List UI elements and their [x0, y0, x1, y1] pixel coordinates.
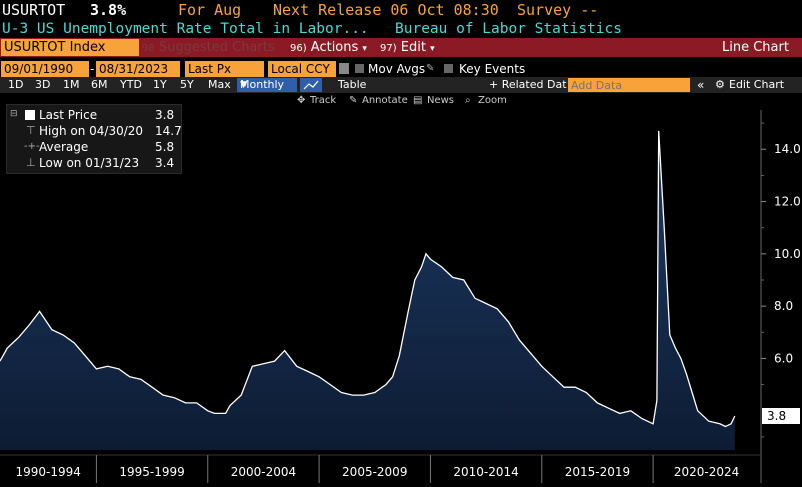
table-button[interactable]: Table	[338, 78, 367, 91]
x-tick-label: 2000-2004	[231, 465, 296, 479]
high-label: High on 04/30/20	[39, 124, 144, 138]
y-tick-label: 10.0	[774, 247, 801, 261]
average-value: 5.8	[155, 140, 175, 154]
chart-area[interactable]: 6.0 8.0 10.0 12.0 14.0 3.8 1990-1994 1995-1999 2…	[0, 110, 802, 483]
annotate-icon[interactable]: ✎	[349, 95, 358, 106]
x-tick-label: 2020-2024	[674, 465, 739, 479]
frequency-dropdown[interactable]: Monthly ▼	[237, 78, 297, 92]
x-tick-label: 2005-2009	[342, 465, 407, 479]
key-events-checkbox[interactable]	[444, 64, 453, 73]
zoom-button[interactable]: Zoom	[478, 95, 507, 106]
range-ytd[interactable]: YTD	[120, 78, 142, 91]
date-separator: -	[90, 62, 95, 76]
y-tick-label: 8.0	[774, 299, 793, 313]
pencil-icon[interactable]: ✎	[426, 63, 435, 74]
average-marker-icon: -+-	[24, 141, 40, 152]
currency-field[interactable]: Local CCY	[268, 61, 336, 77]
related-data-button[interactable]: + Related Dat	[489, 78, 567, 91]
range-max[interactable]: Max	[208, 78, 231, 91]
release-period: For Aug	[178, 1, 242, 19]
chart-legend: ⊟ Last Price 3.8 ⊤ High on 04/30/20 14.7…	[6, 104, 182, 174]
average-label: Average	[39, 140, 89, 154]
end-date-field[interactable]: 08/31/2023	[96, 61, 180, 77]
range-1y[interactable]: 1Y	[153, 78, 167, 91]
legend-last-price: Last Price 3.8	[11, 107, 179, 123]
high-marker-icon: ⊤	[26, 124, 36, 137]
high-value: 14.7	[155, 124, 182, 138]
news-icon[interactable]: ▤	[413, 95, 423, 106]
range-1d[interactable]: 1D	[8, 78, 24, 91]
x-tick-label: 2010-2014	[453, 465, 518, 479]
chart-tools: ✥ Track ✎ Annotate ▤ News ⌕ Zoom	[0, 93, 802, 109]
ticker: USURTOT	[2, 1, 66, 19]
last-value-marker	[762, 408, 800, 424]
edit-label: Edit	[400, 40, 426, 55]
legend-average: -+- Average 5.8	[11, 139, 179, 155]
survey: Survey --	[517, 1, 599, 19]
legend-collapse-icon[interactable]: ⊟	[10, 109, 18, 119]
next-release: Next Release 06 Oct 08:30	[273, 1, 499, 19]
start-date-field[interactable]: 09/01/1990	[1, 61, 89, 77]
actions-number: 96)	[290, 43, 307, 54]
line-chart-icon[interactable]	[300, 78, 322, 92]
area-fill	[0, 130, 735, 450]
collapse-icon[interactable]: «	[697, 78, 705, 92]
last-price-label: Last Price	[39, 108, 98, 122]
unemployment-chart[interactable]: 6.0 8.0 10.0 12.0 14.0 3.8 1990-1994 1995-1999 2…	[0, 110, 802, 483]
last-price-value: 3.8	[155, 108, 175, 122]
currency-dropdown-icon[interactable]	[339, 63, 349, 74]
edit-button[interactable]: 97) Edit ▾	[380, 39, 452, 56]
price-field[interactable]: Last Px	[185, 61, 264, 77]
mov-avgs-label[interactable]: Mov Avgs	[368, 62, 426, 76]
gear-icon[interactable]: ⚙	[715, 78, 725, 91]
mov-avgs-checkbox[interactable]	[355, 64, 364, 73]
edit-chart-button[interactable]: Edit Chart	[729, 78, 785, 91]
low-marker-icon: ⊥	[26, 156, 36, 169]
source: Bureau of Labor Statistics	[395, 21, 622, 37]
frequency-dropdown-icon: ▼	[240, 80, 247, 90]
actions-dropdown-icon: ▾	[362, 44, 367, 54]
security-description: U-3 US Unemployment Rate Total in Labor.…	[0, 20, 802, 38]
x-tick-label: 1995-1999	[119, 465, 184, 479]
view-title: Line Chart	[722, 40, 789, 55]
track-icon[interactable]: ✥	[297, 95, 306, 106]
suggested-charts-button[interactable]: 98 Suggested Charts	[142, 39, 284, 56]
last-price-swatch	[25, 110, 35, 120]
actions-button[interactable]: 96) Actions ▾	[290, 39, 372, 56]
range-5y[interactable]: 5Y	[180, 78, 194, 91]
last-value: 3.8%	[90, 1, 127, 19]
y-tick-label: 14.0	[774, 142, 801, 156]
y-tick-label: 6.0	[774, 351, 793, 365]
security-header: USURTOT 3.8% For Aug Next Release 06 Oct…	[0, 0, 802, 20]
edit-dropdown-icon: ▾	[430, 44, 435, 54]
low-value: 3.4	[155, 156, 175, 170]
range-6m[interactable]: 6M	[91, 78, 108, 91]
legend-low: ⊥ Low on 01/31/23 3.4	[11, 155, 179, 171]
edit-number: 97)	[380, 43, 397, 54]
description: U-3 US Unemployment Rate Total in Labor.…	[2, 21, 369, 37]
legend-high: ⊤ High on 04/30/20 14.7	[11, 123, 182, 139]
index-field[interactable]: USURTOT Index	[1, 39, 139, 56]
x-tick-label: 2015-2019	[565, 465, 630, 479]
track-button[interactable]: Track	[310, 95, 337, 106]
frequency-label: Monthly	[240, 78, 285, 91]
low-label: Low on 01/31/23	[39, 156, 140, 170]
zoom-icon[interactable]: ⌕	[465, 95, 471, 106]
last-value-label: 3.8	[767, 409, 786, 423]
actions-label: Actions	[310, 40, 359, 55]
y-tick-label: 12.0	[774, 195, 801, 209]
key-events-label[interactable]: Key Events	[459, 62, 526, 76]
series-line[interactable]	[0, 130, 736, 428]
command-bar: USURTOT Index 98 Suggested Charts 96) Ac…	[0, 38, 802, 57]
chart-parameters: 09/01/1990 - 08/31/2023 Last Px Local CC…	[0, 61, 802, 77]
add-data-input[interactable]	[568, 78, 690, 92]
range-1m[interactable]: 1M	[63, 78, 80, 91]
range-3d[interactable]: 3D	[35, 78, 51, 91]
suggested-charts-number: 98	[142, 43, 155, 54]
news-button[interactable]: News	[427, 95, 455, 106]
x-tick-label: 1990-1994	[15, 465, 80, 479]
range-toolbar: 1D 3D 1M 6M YTD 1Y 5Y Max Monthly ▼ Tabl…	[0, 77, 802, 93]
annotate-button[interactable]: Annotate	[362, 95, 408, 106]
suggested-charts-label: Suggested Charts	[158, 40, 275, 55]
